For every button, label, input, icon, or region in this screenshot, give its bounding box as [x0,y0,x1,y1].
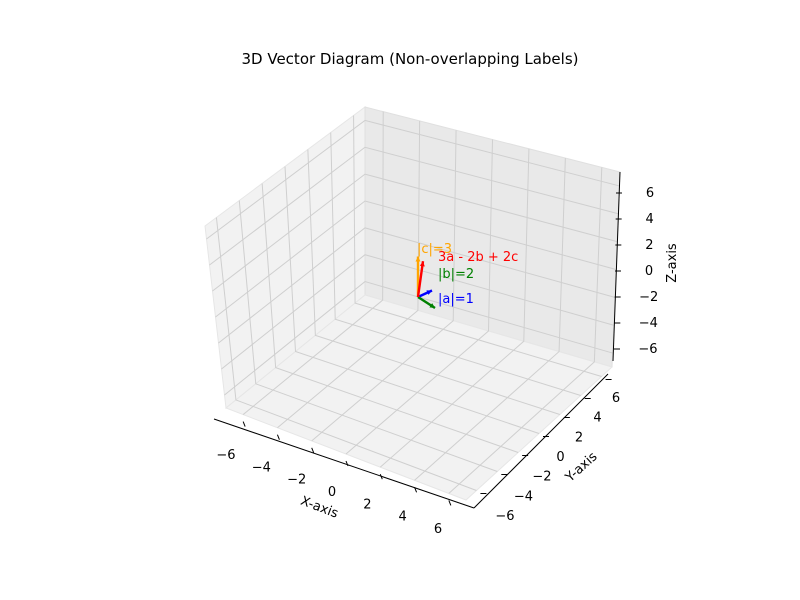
vector-label: |c|=3 [417,242,452,257]
x-tick-label: −6 [216,448,235,463]
gridline [353,115,602,377]
z-tick-label: −6 [638,342,657,357]
x-tick-mark [414,487,418,493]
gridline [206,119,620,240]
y-tick-label: 2 [575,430,583,445]
x-tick-mark [448,500,452,506]
gridlines [206,111,620,494]
vector-arrowhead [429,303,435,308]
x-tick-label: −4 [252,460,271,475]
y-tick-label: −2 [532,470,551,485]
x-tick-label: 4 [399,510,407,525]
y-tick-label: −6 [495,509,514,524]
x-tick-mark [276,434,280,440]
vector-arrowhead [426,290,432,295]
gridline [215,217,477,491]
z-tick-label: 0 [645,264,653,279]
y-axis-line [473,373,609,509]
vector-arrowhead [415,256,421,262]
gridline [221,254,614,370]
vector-label: |a|=1 [438,292,474,307]
x-tick-mark [345,460,349,467]
gridline [379,148,530,468]
x-axis-ticks: −6 −4 −2 0 2 4 6 [216,421,452,537]
vectors: |a|=1 |b|=2 |c|=33a - 2b + 2c [415,242,518,310]
y-tick-label: 6 [612,391,620,406]
x-tick-label: −2 [287,473,306,488]
y-tick-label: 0 [556,450,564,465]
y-tick-label: 4 [593,411,601,426]
chart-title: 3D Vector Diagram (Non-overlapping Label… [242,50,579,68]
axis-panes [204,106,621,501]
gridline [414,158,566,481]
floor-pane [225,294,613,501]
gridline [209,146,619,266]
gridline [238,200,498,472]
vector-arrowhead [419,261,425,267]
z-tick-label: 6 [646,186,654,201]
gridline [242,111,384,415]
x-tick-label: 6 [434,522,442,537]
z-tick-label: −2 [639,290,658,305]
x-tick-mark [379,473,383,480]
gridline [261,183,519,453]
z-tick-label: 4 [646,212,654,227]
x-tick-label: 2 [363,497,371,512]
gridline [330,132,581,396]
gridline [212,173,618,292]
gridline [307,149,561,415]
vector-label: |b|=2 [438,267,474,282]
gridline [215,200,617,318]
axis-edges [213,171,621,509]
x-tick-label: 0 [328,485,336,500]
gridline [311,130,457,442]
y-tick-label: −4 [514,489,533,504]
vector-arrow [416,261,425,298]
x-axis-line [213,418,475,509]
vector-label: 3a - 2b + 2c [438,250,518,265]
gridline [277,120,421,429]
gridline [448,167,603,494]
x-tick-mark [311,447,315,454]
gridline [284,166,540,434]
gridline [224,281,613,396]
z-axis-line [612,171,621,362]
gridline [345,139,493,455]
gridline [218,227,615,344]
z-tick-label: −4 [639,316,658,331]
z-axis-label: Z-axis [665,243,680,283]
z-axis-ticks: −6 −4 −2 0 2 4 6 [614,186,658,357]
y-axis-label: Y-axis [562,449,601,486]
z-tick-label: 2 [645,238,653,253]
x-tick-mark [242,421,246,427]
